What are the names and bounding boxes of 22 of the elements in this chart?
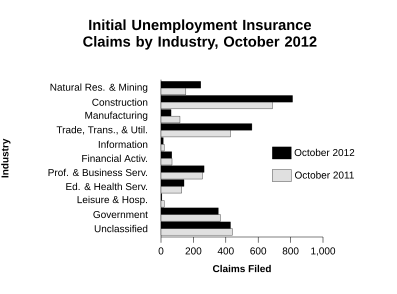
- y-axis-title: Industry: [1, 138, 10, 178]
- y-tick-label: Natural Res. & Mining: [50, 83, 148, 93]
- x-tick-label: 400: [218, 247, 234, 254]
- y-tick-label: Manufacturing: [85, 112, 148, 121]
- x-tick-label: 800: [282, 247, 299, 254]
- x-axis-title: Claims Filed: [212, 264, 271, 272]
- y-tick-label: Ed. & Health Serv.: [66, 182, 148, 190]
- y-tick-label: Government: [93, 210, 148, 218]
- x-tick-label: 0: [158, 247, 164, 254]
- legend-label: October 2012: [294, 148, 354, 156]
- y-tick-label: Trade, Trans., & Util.: [56, 126, 148, 134]
- legend-label: October 2011: [295, 171, 354, 179]
- x-tick-label: 200: [186, 247, 202, 254]
- y-tick-label: Unclassified: [94, 224, 148, 232]
- y-tick-label: Prof. & Business Serv.: [48, 168, 148, 176]
- x-tick-label: 1,000: [311, 247, 336, 256]
- y-tick-label: Information: [98, 140, 148, 148]
- y-tick-label: Financial Activ.: [82, 154, 148, 162]
- y-tick-label: Construction: [92, 98, 148, 106]
- y-tick-label: Leisure & Hosp.: [78, 196, 147, 206]
- chart-title: Initial Unemployment Insurance Claims by Industry, October 2012: [83, 19, 317, 50]
- x-tick-label: 600: [250, 247, 266, 254]
